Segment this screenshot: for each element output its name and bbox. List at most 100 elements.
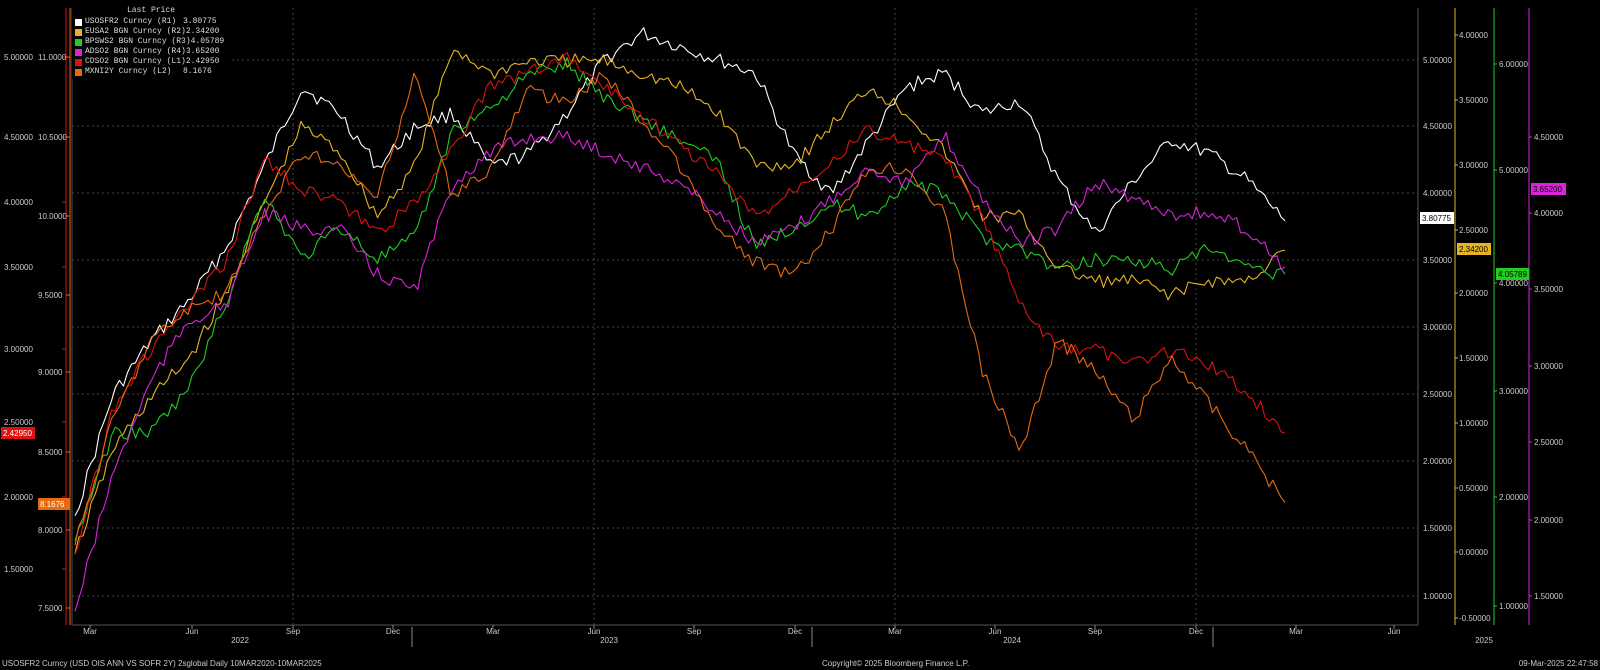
x-tick-label: Mar: [486, 627, 500, 636]
legend-swatch: [75, 48, 82, 56]
axis-L1-tick-label: 2.50000: [4, 418, 33, 427]
axis-L1-tick-label: 4.50000: [4, 133, 33, 142]
axis-R1-tick-label: 4.50000: [1423, 122, 1452, 131]
axis-R3-tick-label: 2.00000: [1499, 493, 1528, 502]
axis-R4-tick-label: 2.50000: [1534, 438, 1563, 447]
legend-item: EUSA2 BGN Curncy (R2) 2.34200: [75, 27, 227, 37]
footer: USOSFR2 Curncy (USD OIS ANN VS SOFR 2Y) …: [0, 658, 1600, 670]
axis-R1-tick-label: 3.00000: [1423, 323, 1452, 332]
footer-source: USOSFR2 Curncy (USD OIS ANN VS SOFR 2Y) …: [2, 659, 322, 668]
x-tick-label: Dec: [1189, 627, 1203, 636]
last-label-L1: 2.42950: [3, 429, 32, 438]
axis-L2-tick-label: 7.5000: [38, 604, 63, 613]
year-label: 2025: [1475, 636, 1493, 645]
legend-value: 4.05789: [190, 37, 225, 46]
legend-item: CDSO2 BGN Curncy (L1) 2.42950: [75, 57, 227, 67]
axis-R2-tick-label: -0.50000: [1459, 614, 1491, 623]
axis-R2-tick-label: 1.00000: [1459, 419, 1488, 428]
axis-L2-tick-label: 8.5000: [38, 448, 63, 457]
x-tick-label: Mar: [888, 627, 902, 636]
x-tick-label: Sep: [286, 627, 301, 636]
axis-R1-tick-label: 4.00000: [1423, 189, 1452, 198]
last-label-L2: 8.1676: [40, 500, 65, 509]
year-label: 2022: [231, 636, 249, 645]
axis-L1-tick-label: 5.00000: [4, 53, 33, 62]
axis-L2-tick-label: 9.5000: [38, 291, 63, 300]
last-label-L1-bg: [1, 427, 35, 439]
series-line-R2: [74, 49, 1286, 554]
legend-value: 2.34200: [185, 27, 220, 36]
series-line-R3: [74, 57, 1286, 542]
axis-R3-tick-label: 1.00000: [1499, 602, 1528, 611]
axis-R3-tick-label: 4.00000: [1499, 279, 1528, 288]
x-tick-label: Jun: [588, 627, 601, 636]
last-label-R3-bg: [1496, 268, 1529, 280]
series-lines: [74, 27, 1286, 612]
x-tick-label: Sep: [1088, 627, 1103, 636]
axis-R2-tick-label: 3.50000: [1459, 96, 1488, 105]
legend-name: CDSO2 BGN Curncy (L1): [85, 57, 186, 66]
last-price-labels: 2.42950 8.1676 3.80775 2.34200 4.05789 3.6520…: [1, 183, 1566, 510]
footer-copyright: Copyright© 2025 Bloomberg Finance L.P.: [822, 659, 970, 668]
last-label-L2-bg: [38, 498, 70, 510]
legend-value: 8.1676: [183, 67, 212, 76]
x-tick-label: Jun: [989, 627, 1002, 636]
legend-value: 3.80775: [183, 17, 217, 26]
axis-L1-tick-label: 3.00000: [4, 345, 33, 354]
series-line-R1: [74, 27, 1286, 516]
axis-R4-tick-label: 4.50000: [1534, 133, 1563, 142]
legend-name: BPSWS2 BGN Curncy (R3): [85, 37, 191, 46]
legend-value: 2.42950: [185, 57, 220, 66]
legend-name: MXNI2Y Curncy (L2): [85, 67, 172, 76]
legend-swatch: [75, 18, 82, 26]
x-tick-label: Jun: [186, 627, 199, 636]
axis-L2-tick-label: 10.5000: [38, 133, 67, 142]
axis-R2-tick-label: 1.50000: [1459, 354, 1488, 363]
legend-item: USOSFR2 Curncy (R1) 3.80775: [75, 17, 227, 27]
axis-L1-tick-label: 2.00000: [4, 493, 33, 502]
x-tick-label: Sep: [687, 627, 702, 636]
axis-R3-tick-label: 5.00000: [1499, 166, 1528, 175]
axis-R4-tick-label: 2.00000: [1534, 516, 1563, 525]
legend-swatch: [75, 68, 82, 76]
axis-R2-tick-label: 0.00000: [1459, 548, 1488, 557]
year-label: 2023: [600, 636, 618, 645]
axis-R4-tick-label: 3.50000: [1534, 285, 1563, 294]
axis-R3-tick-label: 3.00000: [1499, 387, 1528, 396]
axis-R1-tick-label: 1.00000: [1423, 592, 1452, 601]
x-tick-label: Dec: [788, 627, 802, 636]
last-label-R2: 2.34200: [1459, 245, 1488, 254]
legend-item: MXNI2Y Curncy (L2) 8.1676: [75, 67, 227, 77]
axis-R2-tick-label: 4.00000: [1459, 31, 1488, 40]
legend-swatch: [75, 38, 82, 46]
axis-L2-tick-label: 9.0000: [38, 368, 63, 377]
legend-swatch: [75, 28, 82, 36]
last-label-R3: 4.05789: [1498, 270, 1527, 279]
series-line-L2: [74, 71, 1286, 546]
last-label-R4-bg: [1531, 183, 1566, 195]
axis-R2-tick-label: 0.50000: [1459, 484, 1488, 493]
axis-R1-tick-label: 2.50000: [1423, 390, 1452, 399]
axis-R1-tick-label: 5.00000: [1423, 56, 1452, 65]
x-tick-label: Mar: [83, 627, 97, 636]
last-label-R1-bg: [1420, 212, 1454, 224]
last-label-R2-bg: [1457, 243, 1491, 255]
last-label-R1: 3.80775: [1422, 214, 1451, 223]
series-line-L1: [74, 51, 1286, 555]
axis-R3-tick-label: 6.00000: [1499, 60, 1528, 69]
axes: Mar Jun Sep Dec Mar Jun Sep Dec Mar Jun Sep Dec Mar J…: [4, 8, 1563, 647]
axis-R1-tick-label: 2.00000: [1423, 457, 1452, 466]
axis-L2-tick-label: 10.0000: [38, 212, 67, 221]
axis-L1-tick-label: 3.50000: [4, 263, 33, 272]
series-line-R4: [74, 130, 1286, 612]
x-tick-label: Mar: [1289, 627, 1303, 636]
axis-R4-tick-label: 1.50000: [1534, 592, 1563, 601]
last-label-R4: 3.65200: [1533, 185, 1562, 194]
legend-name: USOSFR2 Curncy (R1): [85, 17, 177, 26]
axis-R1-tick-label: 3.50000: [1423, 256, 1452, 265]
axis-R2-tick-label: 3.00000: [1459, 161, 1488, 170]
legend-value: 3.65200: [185, 47, 220, 56]
footer-timestamp: 09-Mar-2025 22:47:58: [1518, 659, 1598, 668]
legend-swatch: [75, 58, 82, 66]
